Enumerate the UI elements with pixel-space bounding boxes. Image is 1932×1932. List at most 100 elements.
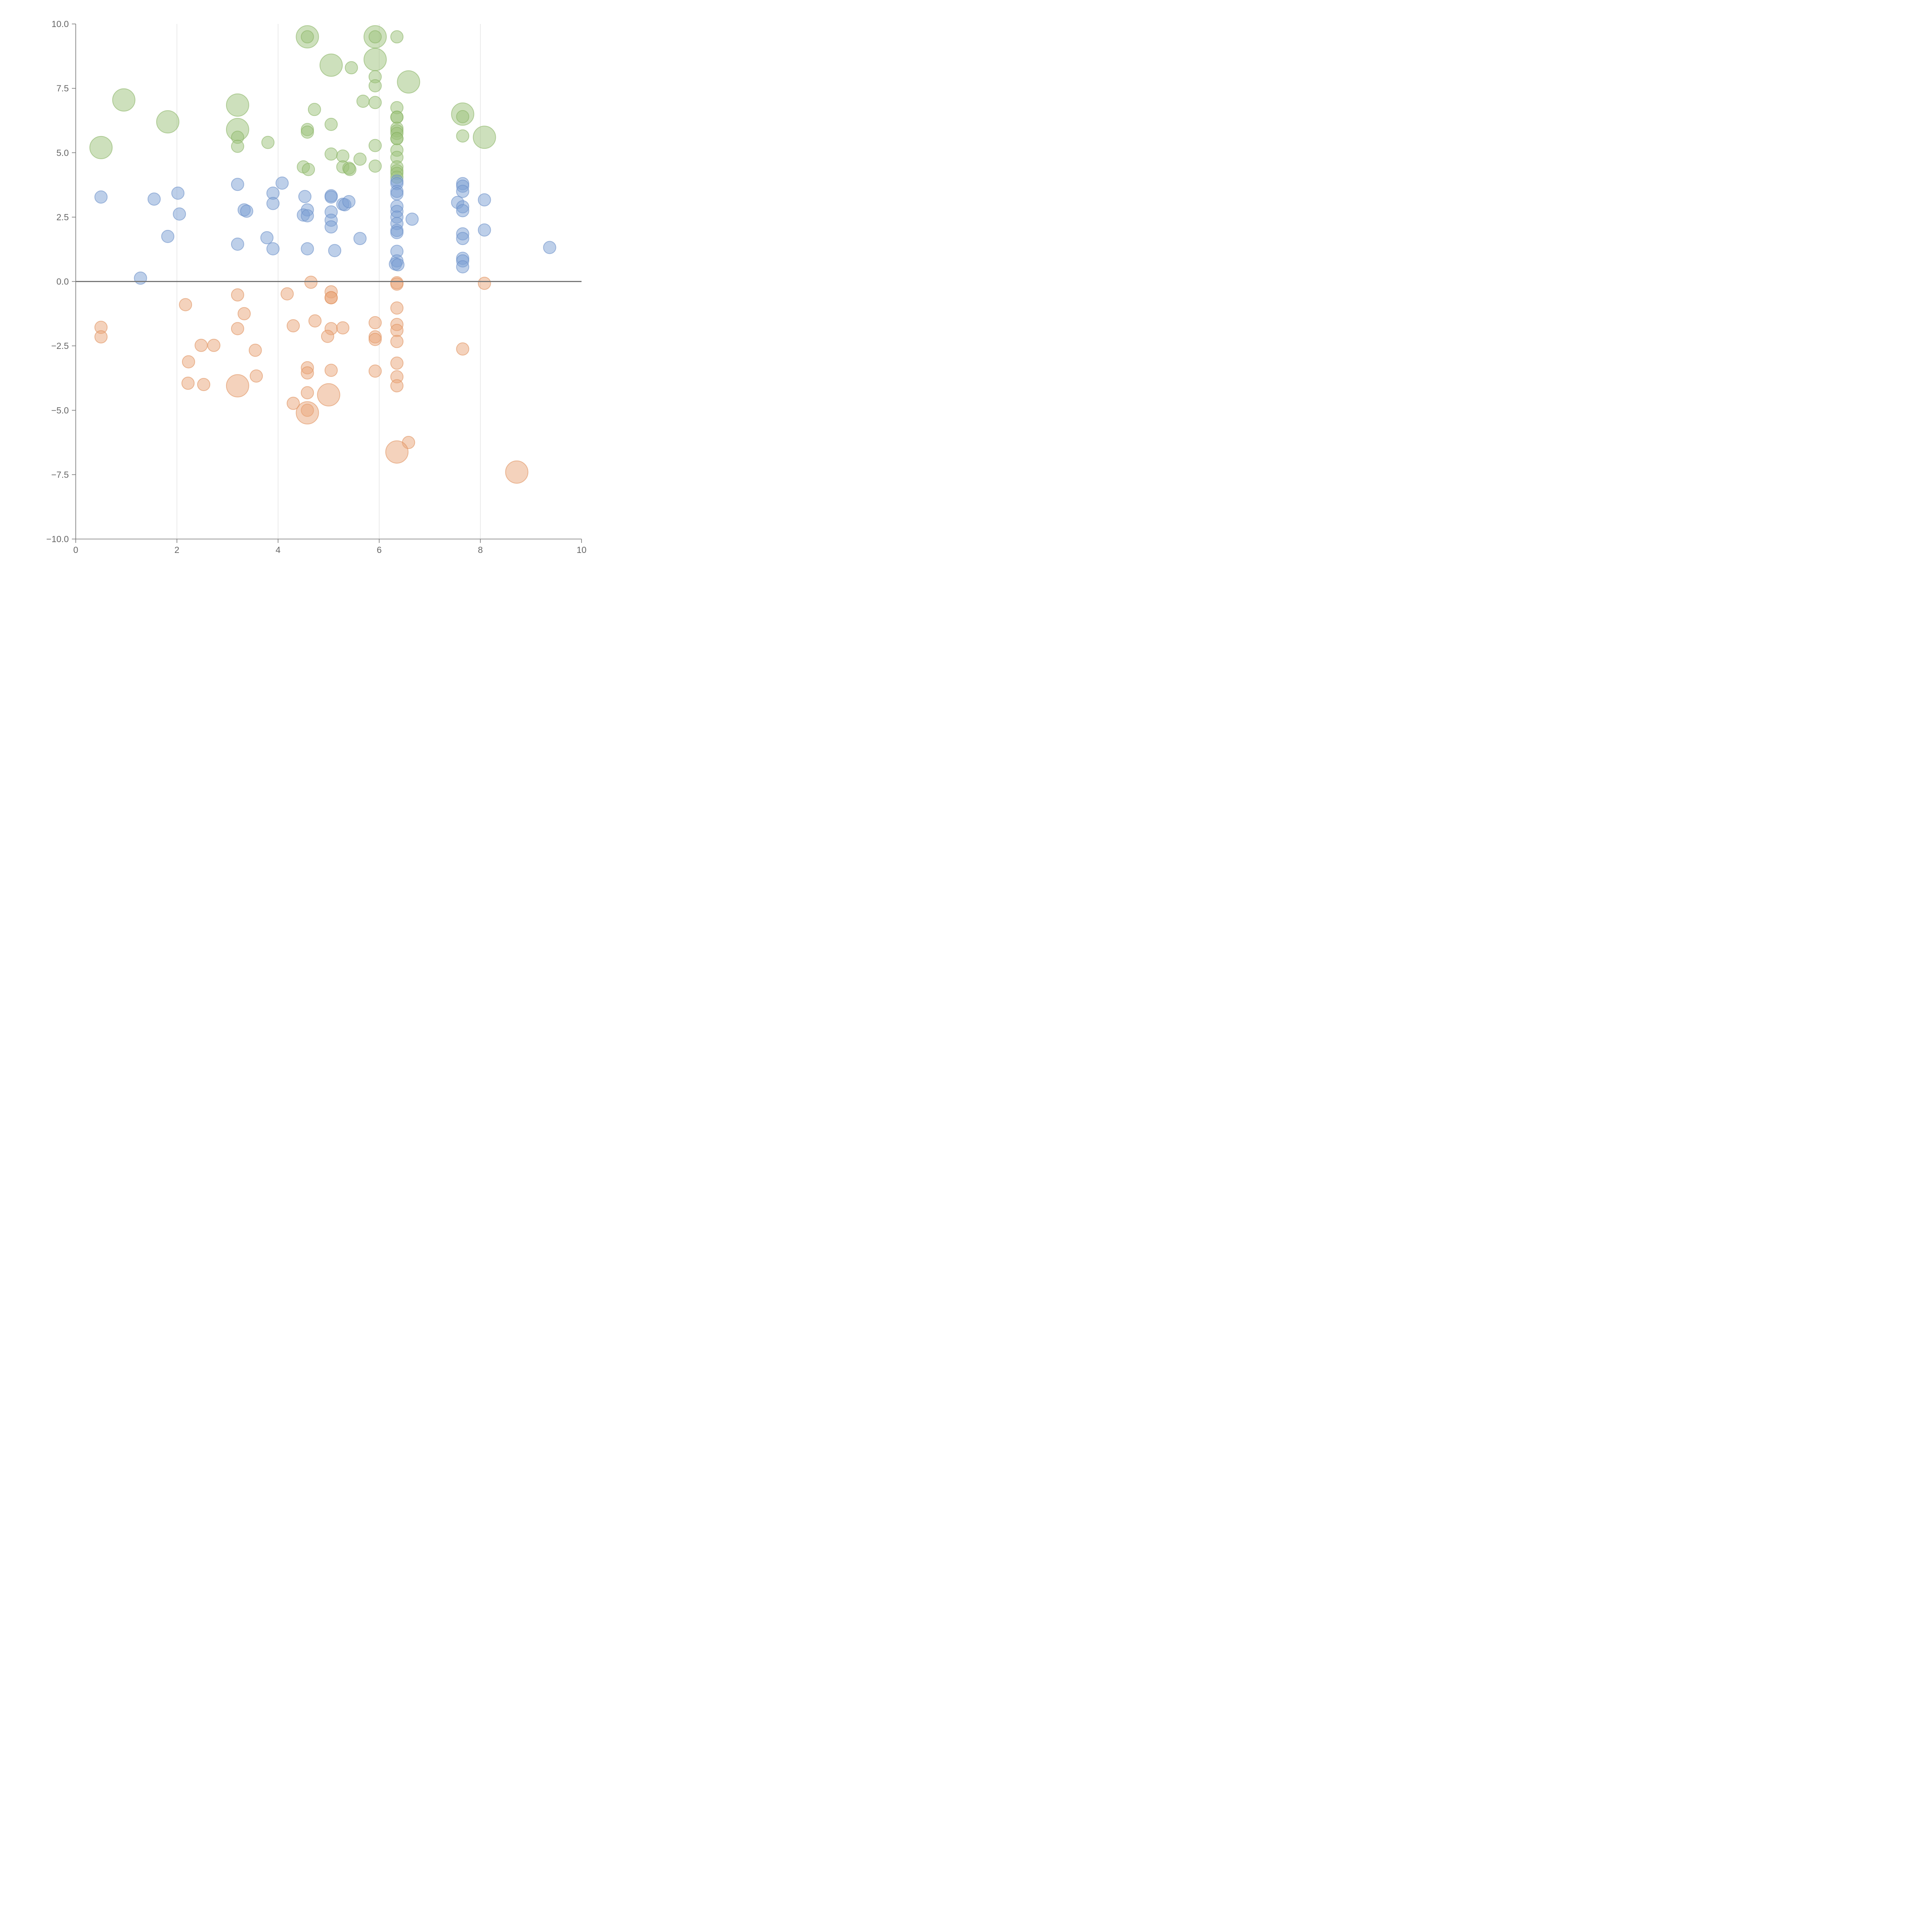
- green-bubble: [226, 93, 249, 117]
- green-bubble: [343, 163, 357, 176]
- blue-bubble: [390, 187, 404, 201]
- orange-bubble: [368, 333, 382, 346]
- orange-bubble: [368, 364, 382, 378]
- blue-bubble: [405, 213, 419, 226]
- orange-bubble: [182, 355, 195, 369]
- green-bubble: [308, 103, 321, 116]
- green-bubble: [261, 136, 275, 149]
- green-bubble: [325, 147, 338, 161]
- orange-bubble: [301, 366, 314, 380]
- orange-bubble: [94, 330, 108, 344]
- x-tick-label: 4: [276, 545, 281, 555]
- orange-bubble: [390, 301, 404, 315]
- orange-bubble: [385, 440, 409, 464]
- green-bubble: [156, 110, 180, 134]
- x-tick-label: 8: [478, 545, 483, 555]
- blue-bubble: [231, 237, 244, 251]
- y-tick-label: 7.5: [56, 83, 69, 94]
- y-tick-label: 2.5: [56, 212, 69, 222]
- green-bubble: [368, 159, 382, 173]
- blue-bubble: [543, 241, 556, 254]
- blue-bubble: [390, 226, 404, 239]
- orange-bubble: [321, 330, 334, 343]
- green-bubble: [301, 125, 314, 139]
- x-tick-label: 2: [174, 545, 179, 555]
- green-bubble: [390, 30, 404, 44]
- green-bubble: [368, 79, 382, 92]
- orange-bubble: [250, 369, 263, 383]
- orange-bubble: [505, 460, 529, 484]
- blue-bubble: [240, 204, 253, 218]
- blue-bubble: [134, 271, 147, 285]
- green-bubble: [456, 110, 469, 123]
- blue-bubble: [161, 230, 175, 243]
- green-bubble: [353, 152, 367, 166]
- blue-bubble: [276, 176, 289, 190]
- blue-bubble: [147, 192, 161, 206]
- orange-bubble: [368, 316, 382, 330]
- orange-bubble: [248, 344, 262, 357]
- blue-bubble: [301, 242, 314, 255]
- blue-bubble: [266, 197, 280, 210]
- blue-bubble: [266, 242, 280, 255]
- orange-bubble: [194, 338, 208, 352]
- orange-bubble: [207, 338, 221, 352]
- blue-bubble: [456, 204, 469, 218]
- orange-bubble: [231, 322, 244, 335]
- y-tick-label: 5.0: [56, 148, 69, 158]
- blue-bubble: [391, 258, 405, 272]
- axis-layer: [72, 24, 582, 543]
- orange-bubble: [390, 356, 404, 370]
- blue-bubble: [301, 209, 314, 223]
- green-bubble: [390, 132, 404, 145]
- blue-bubble: [298, 190, 311, 203]
- orange-bubble: [286, 396, 300, 410]
- orange-bubble: [181, 376, 195, 390]
- tick-label-layer: 0 2 4 6 8 10 10.0 7.5 5.0 2.5 0.0 −2.5 −5.0 −7.5 −10.0: [46, 19, 587, 555]
- green-bubble: [301, 30, 314, 44]
- blue-bubble: [231, 178, 244, 191]
- x-tick-label: 10: [577, 545, 587, 555]
- orange-bubble: [301, 386, 314, 400]
- green-bubble: [368, 96, 382, 109]
- bubble-layer: [89, 25, 556, 484]
- orange-bubble: [286, 319, 300, 333]
- blue-bubble: [456, 185, 469, 198]
- orange-bubble: [197, 378, 211, 391]
- orange-bubble: [237, 307, 251, 320]
- orange-bubble: [179, 298, 192, 311]
- orange-bubble: [281, 287, 294, 301]
- orange-bubble: [390, 335, 404, 348]
- orange-bubble: [478, 277, 491, 290]
- orange-bubble: [317, 383, 340, 406]
- orange-bubble: [336, 321, 350, 335]
- x-tick-label: 6: [377, 545, 382, 555]
- orange-bubble: [390, 277, 404, 291]
- blue-bubble: [478, 193, 491, 207]
- green-bubble: [456, 129, 469, 143]
- green-bubble: [302, 163, 315, 176]
- green-bubble: [390, 111, 404, 124]
- green-bubble: [89, 136, 113, 159]
- y-tick-label: −5.0: [51, 405, 69, 415]
- blue-bubble: [456, 232, 469, 245]
- blue-bubble: [456, 260, 469, 274]
- orange-bubble: [308, 314, 322, 328]
- y-tick-label: −10.0: [46, 534, 69, 544]
- y-tick-label: −2.5: [51, 341, 69, 351]
- green-bubble: [368, 30, 382, 44]
- blue-bubble: [342, 195, 355, 208]
- green-bubble: [368, 139, 382, 152]
- orange-bubble: [456, 342, 469, 356]
- orange-bubble: [325, 291, 338, 304]
- green-bubble: [112, 88, 136, 112]
- green-bubble: [345, 61, 358, 75]
- orange-bubble: [231, 288, 244, 302]
- blue-bubble: [171, 186, 185, 200]
- orange-bubble: [390, 379, 404, 393]
- green-bubble: [473, 126, 496, 149]
- bubble-chart: 0 2 4 6 8 10 10.0 7.5 5.0 2.5 0.0 −2.5 −5.0 −7.5 −10.0: [46, 19, 587, 555]
- green-bubble: [231, 139, 244, 153]
- blue-bubble: [478, 223, 491, 237]
- orange-bubble: [325, 364, 338, 377]
